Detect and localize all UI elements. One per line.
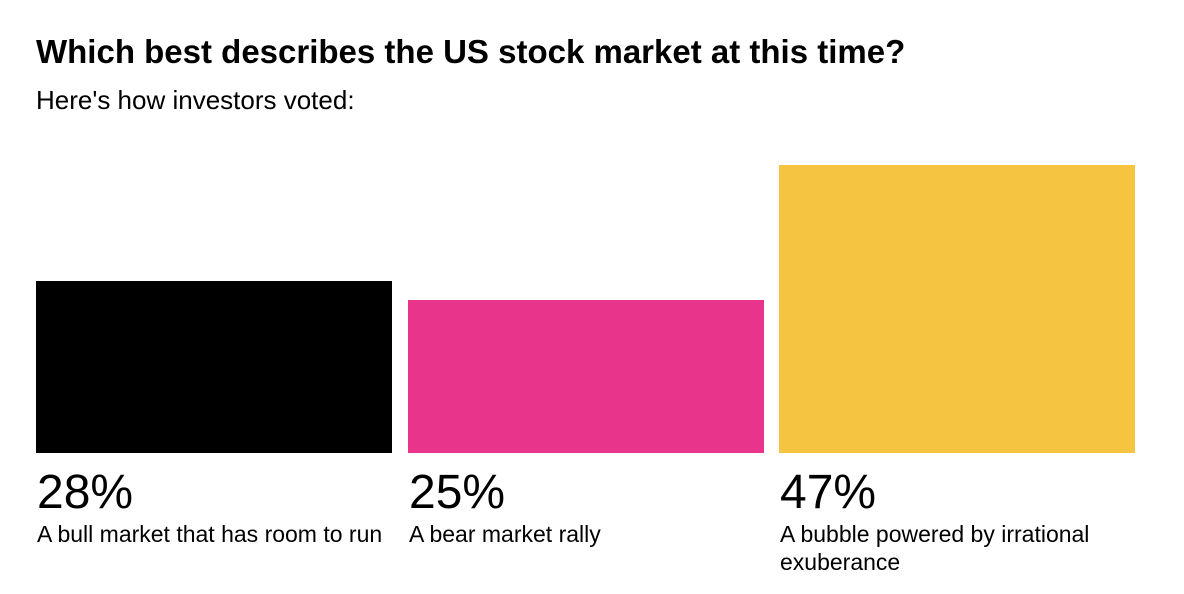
bar — [36, 281, 392, 453]
bar-group: 28% A bull market that has room to run — [36, 150, 393, 594]
chart-subtitle: Here's how investors voted: — [36, 85, 355, 115]
bar-value-label: 47% — [780, 466, 877, 519]
chart-title: Which best describes the US stock market… — [36, 33, 906, 70]
bar-group: 25% A bear market rally — [408, 150, 765, 594]
bar-category-label: A bull market that has room to run — [37, 521, 383, 547]
bar-category-label: A bubble powered by irrational exuberanc… — [780, 521, 1090, 575]
bar-value-label: 25% — [409, 466, 506, 519]
bar-value-label: 28% — [37, 466, 134, 519]
bar — [408, 300, 764, 453]
bar-category-label: A bear market rally — [409, 521, 601, 547]
bar — [779, 165, 1135, 453]
bar-group: 47% A bubble powered by irrational exuber… — [779, 150, 1136, 594]
